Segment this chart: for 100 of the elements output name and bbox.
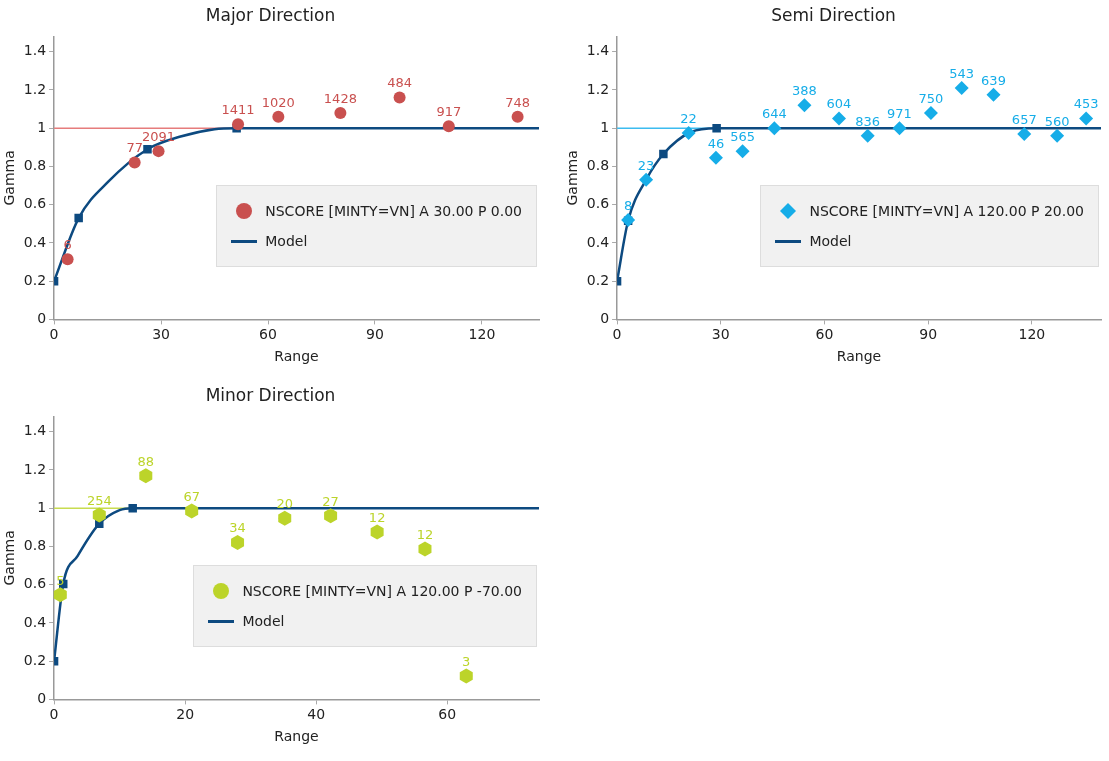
y-tick-label: 0: [37, 690, 47, 707]
x-tick-label: 40: [307, 706, 326, 723]
y-tick-label: 0.6: [23, 575, 47, 592]
x-tick-label: 60: [259, 326, 277, 343]
chart-title: Minor Direction: [205, 384, 336, 405]
y-axis-title: Gamma: [564, 150, 581, 206]
point: [393, 91, 406, 104]
point: [272, 110, 285, 123]
x-tick-label: 0: [612, 326, 622, 343]
x-tick-label: 30: [711, 326, 730, 343]
point: [797, 98, 812, 113]
annotation: 3: [462, 653, 471, 669]
point: [923, 105, 938, 120]
annotation: 639: [981, 72, 1006, 88]
annotation: 12: [416, 526, 434, 542]
y-tick-label: 0.6: [586, 195, 610, 212]
annotation: 644: [761, 106, 787, 122]
legend-label: Model: [809, 233, 852, 249]
point: [767, 121, 782, 136]
x-tick-label: 90: [919, 326, 938, 343]
point: [986, 87, 1001, 102]
annotation: 23: [637, 157, 655, 173]
point: [681, 125, 696, 140]
x-tick-label: 120: [468, 326, 496, 343]
annotation: 917: [436, 104, 462, 120]
y-tick-label: 1: [600, 118, 610, 135]
legend-label: Model: [242, 613, 285, 629]
y-tick-label: 0.4: [586, 233, 610, 250]
annotation: 8: [623, 197, 633, 213]
y-tick-label: 1: [37, 498, 47, 515]
annotation: 77: [126, 140, 143, 156]
point: [831, 111, 846, 126]
annotation: 22: [680, 110, 697, 126]
y-tick-label: 0.8: [23, 537, 47, 554]
y-tick-label: 0.6: [23, 195, 47, 212]
point: [61, 253, 74, 266]
annotation: 1428: [323, 90, 357, 106]
annotation: 388: [792, 83, 817, 99]
y-axis-title: Gamma: [1, 530, 18, 586]
annotation: 560: [1044, 113, 1070, 129]
y-tick-label: 0.8: [23, 157, 47, 174]
chart-title: Major Direction: [205, 4, 336, 25]
y-tick-label: 1: [37, 118, 47, 135]
y-tick-label: 0.2: [23, 651, 47, 668]
point: [442, 120, 455, 133]
point: [735, 144, 750, 159]
annotation: 836: [855, 113, 881, 129]
annotation: 484: [387, 75, 412, 91]
annotation: 1020: [261, 94, 295, 110]
point: [860, 128, 875, 143]
x-tick-label: 0: [49, 326, 59, 343]
x-tick-label: 90: [366, 326, 384, 343]
point: [954, 81, 969, 96]
y-tick-label: 1.4: [586, 42, 610, 59]
point: [232, 118, 245, 131]
y-axis-title: Gamma: [1, 150, 18, 206]
x-tick-label: 60: [438, 706, 457, 723]
point: [708, 150, 723, 165]
annotation: 254: [86, 492, 112, 508]
y-tick-label: 0.4: [23, 233, 47, 250]
point: [1079, 111, 1094, 126]
y-tick-label: 1.4: [23, 422, 47, 439]
x-tick-label: 30: [152, 326, 170, 343]
chart-title: Semi Direction: [771, 4, 896, 25]
legend-label: NSCORE [MINTY=VN] A 30.00 P 0.00: [265, 203, 522, 219]
x-axis-title: Range: [274, 348, 319, 365]
point: [1017, 126, 1032, 141]
point: [128, 156, 141, 169]
annotation: 88: [137, 453, 155, 469]
point: [639, 172, 654, 187]
y-tick-label: 0.2: [586, 271, 610, 288]
annotation: 67: [183, 488, 200, 504]
point: [152, 145, 165, 158]
annotation: 453: [1073, 96, 1099, 112]
y-tick-label: 1.2: [586, 80, 610, 97]
y-tick-label: 1.2: [23, 460, 47, 477]
point: [511, 110, 524, 123]
annotation: 12: [368, 509, 386, 525]
x-tick-label: 120: [1018, 326, 1046, 343]
x-tick-label: 0: [49, 706, 59, 723]
annotation: 604: [826, 96, 852, 112]
point: [334, 106, 347, 119]
point: [621, 212, 636, 227]
annotation: 34: [229, 520, 246, 536]
annotation: 750: [918, 90, 944, 106]
y-tick-label: 1.2: [23, 80, 47, 97]
annotation: 543: [949, 65, 975, 81]
x-axis-title: Range: [274, 728, 319, 745]
legend-label: Model: [265, 233, 308, 249]
y-tick-label: 0.2: [23, 271, 47, 288]
legend-label: NSCORE [MINTY=VN] A 120.00 P -70.00: [242, 583, 522, 599]
x-axis-title: Range: [836, 348, 882, 365]
annotation: 2091: [141, 129, 176, 144]
point: [1050, 128, 1065, 143]
x-tick-label: 60: [815, 326, 834, 343]
y-tick-label: 0.4: [23, 613, 47, 630]
y-tick-label: 0: [600, 310, 610, 327]
annotation: 46: [707, 135, 725, 151]
x-tick-label: 20: [176, 706, 195, 723]
annotation: 1411: [221, 102, 255, 118]
